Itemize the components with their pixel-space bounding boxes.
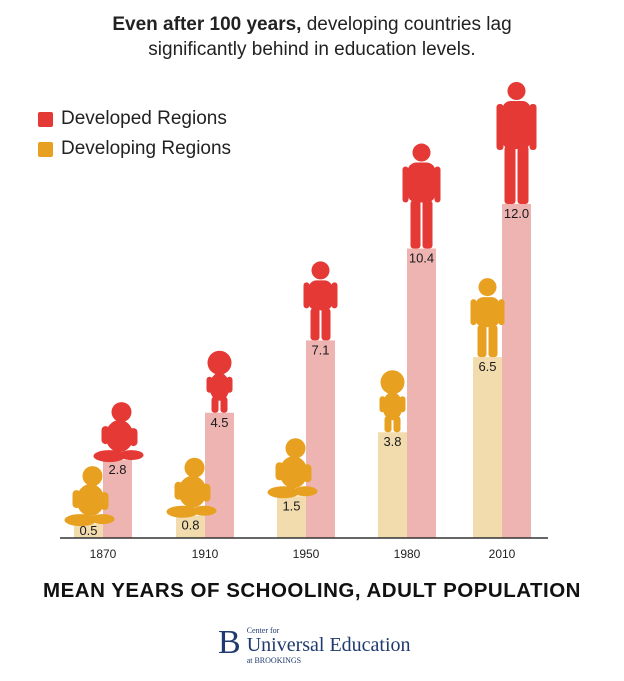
x-tick-1950: 1950 xyxy=(293,547,320,561)
legend: Developed Regions Developing Regions xyxy=(38,104,231,164)
figure-developed-1870 xyxy=(93,402,144,463)
value-label-developed-2010: 12.0 xyxy=(504,206,529,221)
logo-line3: at BROOKINGS xyxy=(246,656,302,665)
value-label-developed-1950: 7.1 xyxy=(311,342,329,357)
figure-developing-1980 xyxy=(379,370,406,433)
logo-text: Center for Universal Education at BROOKI… xyxy=(247,626,411,665)
value-label-developing-1870: 0.5 xyxy=(79,523,97,538)
title-rest: developing countries lag xyxy=(301,14,512,35)
value-label-developing-1910: 0.8 xyxy=(181,518,199,533)
bar-developed-1910 xyxy=(205,412,234,538)
value-label-developing-1980: 3.8 xyxy=(383,434,401,449)
value-label-developing-2010: 6.5 xyxy=(478,359,496,374)
bar-developing-1950 xyxy=(277,496,306,538)
x-tick-2010: 2010 xyxy=(489,547,516,561)
figure-developed-1950 xyxy=(303,261,338,341)
bar-developed-1980 xyxy=(407,248,436,539)
bar-developing-2010 xyxy=(473,357,502,538)
value-label-developed-1910: 4.5 xyxy=(210,415,228,430)
title-bold: Even after 100 years, xyxy=(112,14,302,35)
figure-developing-2010 xyxy=(470,278,505,358)
chart-subtitle: MEAN YEARS OF SCHOOLING, ADULT POPULATIO… xyxy=(43,579,581,602)
logo-letter: B xyxy=(218,624,241,661)
bar-developing-1980 xyxy=(378,432,407,538)
legend-item-developed: Developed Regions xyxy=(38,104,231,134)
logo-line1: Center for xyxy=(246,626,280,635)
bar-developed-2010 xyxy=(502,204,531,538)
x-tick-1870: 1870 xyxy=(90,547,117,561)
logo-line2: Universal Education xyxy=(246,634,411,656)
bar-developing-1870 xyxy=(74,524,103,538)
legend-item-developing: Developing Regions xyxy=(38,134,231,164)
legend-swatch-developed xyxy=(38,111,53,127)
chart-title: Even after 100 years, developing countri… xyxy=(0,12,624,62)
bar-developing-1910 xyxy=(176,515,205,538)
x-tick-1910: 1910 xyxy=(192,547,219,561)
value-label-developed-1980: 10.4 xyxy=(409,251,434,266)
legend-label-developed: Developed Regions xyxy=(61,108,227,129)
x-tick-1980: 1980 xyxy=(394,547,421,561)
bar-developed-1950 xyxy=(306,340,335,538)
figure-developed-1910 xyxy=(206,350,233,413)
title-line2: significantly behind in education levels… xyxy=(148,39,476,60)
figure-developed-1980 xyxy=(402,143,441,249)
figure-developing-1870 xyxy=(64,466,115,527)
figure-developing-1910 xyxy=(166,457,217,518)
figure-developed-2010 xyxy=(496,82,537,204)
legend-swatch-developing xyxy=(38,141,53,157)
brookings-logo: B Center for Universal Education at BROO… xyxy=(218,624,411,666)
value-label-developing-1950: 1.5 xyxy=(282,498,300,513)
value-label-developed-1870: 2.8 xyxy=(108,462,126,477)
legend-label-developing: Developing Regions xyxy=(61,138,232,159)
figure-developing-1950 xyxy=(267,438,318,499)
